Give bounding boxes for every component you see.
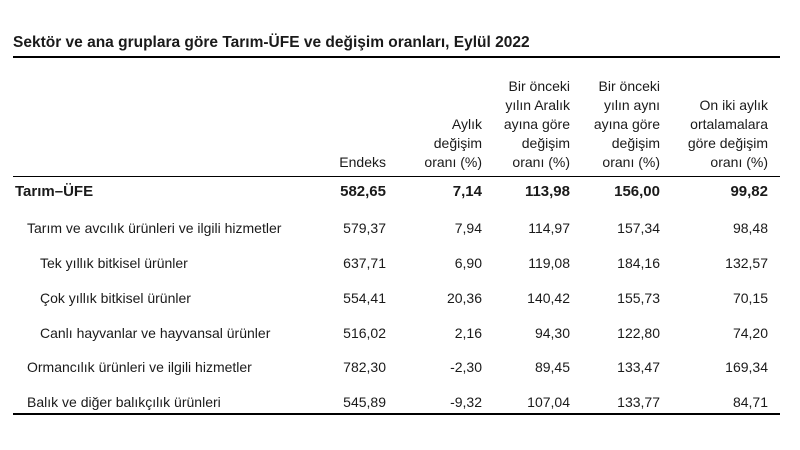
column-header-on-iki-aylik: On iki aylık ortalamalara göre değişim o… [664, 60, 768, 172]
cell-endeks: 782,30 [343, 359, 386, 375]
header-line: değişim [433, 135, 482, 151]
header-line: Bir önceki [598, 78, 660, 94]
cell-endeks: 637,71 [343, 255, 386, 271]
table-row: Tarım ve avcılık ürünleri ve ilgili hizm… [13, 217, 780, 241]
cell-aralik: 89,45 [534, 359, 570, 375]
cell-aralik: 119,08 [528, 255, 570, 271]
cell-on-iki-aylik: 84,71 [732, 394, 768, 410]
cell-aralik: 113,98 [524, 183, 570, 200]
cell-ayni-ay: 184,16 [617, 255, 660, 271]
cell-endeks: 582,65 [340, 183, 386, 200]
header-line: ayına göre [593, 116, 660, 132]
cell-aylik: 2,16 [454, 325, 482, 341]
table-row: Ormancılık ürünleri ve ilgili hizmetler … [13, 356, 780, 380]
header-line: yılın Aralık [505, 97, 570, 113]
header-line: değişim [521, 135, 570, 151]
cell-ayni-ay: 157,34 [617, 220, 660, 236]
cell-ayni-ay: 155,73 [617, 290, 660, 306]
header-rule [13, 176, 780, 177]
header-line: oranı (%) [512, 154, 570, 170]
column-header-endeks: Endeks [300, 60, 386, 172]
cell-endeks: 579,37 [343, 220, 386, 236]
top-rule [13, 56, 780, 58]
cell-aylik: 6,90 [454, 255, 482, 271]
header-line: oranı (%) [424, 154, 482, 170]
header-line: On iki aylık [699, 97, 768, 113]
row-label: Tarım–ÜFE [15, 183, 94, 200]
cell-aylik: -9,32 [450, 394, 482, 410]
table-row: Canlı hayvanlar ve hayvansal ürünler 516… [13, 322, 780, 346]
header-line: ortalamalara [690, 116, 768, 132]
row-label: Canlı hayvanlar ve hayvansal ürünler [40, 325, 271, 341]
table-row-total: Tarım–ÜFE 582,65 7,14 113,98 156,00 99,8… [13, 180, 780, 204]
header-line: ayına göre [503, 116, 570, 132]
column-header-aralik: Bir önceki yılın Aralık ayına göre değiş… [486, 60, 570, 172]
cell-ayni-ay: 156,00 [614, 183, 660, 200]
header-line: Endeks [339, 154, 386, 170]
cell-on-iki-aylik: 99,82 [730, 183, 768, 200]
cell-ayni-ay: 133,77 [617, 394, 660, 410]
cell-aylik: 7,94 [454, 220, 482, 236]
cell-on-iki-aylik: 132,57 [725, 255, 768, 271]
header-line: oranı (%) [710, 154, 768, 170]
cell-on-iki-aylik: 74,20 [732, 325, 768, 341]
cell-endeks: 516,02 [343, 325, 386, 341]
cell-aralik: 107,04 [527, 394, 570, 410]
header-line: değişim [611, 135, 660, 151]
header-line: göre değişim [687, 135, 768, 151]
cell-aylik: 20,36 [446, 290, 482, 306]
row-label: Balık ve diğer balıkçılık ürünleri [27, 394, 221, 410]
header-line: Bir önceki [508, 78, 570, 94]
cell-aylik: -2,30 [450, 359, 482, 375]
cell-ayni-ay: 122,80 [617, 325, 660, 341]
row-label: Ormancılık ürünleri ve ilgili hizmetler [27, 359, 252, 375]
cell-on-iki-aylik: 98,48 [732, 220, 768, 236]
column-header-aylik: Aylık değişim oranı (%) [400, 60, 482, 172]
row-label: Tarım ve avcılık ürünleri ve ilgili hizm… [27, 220, 282, 236]
column-header-ayni-ay: Bir önceki yılın aynı ayına göre değişim… [580, 60, 660, 172]
table-row: Tek yıllık bitkisel ürünler 637,71 6,90 … [13, 252, 780, 276]
row-label: Tek yıllık bitkisel ürünler [40, 255, 188, 271]
header-line: oranı (%) [602, 154, 660, 170]
cell-endeks: 554,41 [343, 290, 386, 306]
cell-on-iki-aylik: 70,15 [732, 290, 768, 306]
header-line: yılın aynı [603, 97, 660, 113]
bottom-rule [13, 413, 780, 415]
cell-endeks: 545,89 [343, 394, 386, 410]
cell-aylik: 7,14 [452, 183, 482, 200]
cell-aralik: 140,42 [527, 290, 570, 306]
table-title: Sektör ve ana gruplara göre Tarım-ÜFE ve… [13, 34, 530, 51]
row-label: Çok yıllık bitkisel ürünler [40, 290, 191, 306]
header-line: Aylık [451, 116, 482, 132]
cell-aralik: 114,97 [528, 220, 570, 236]
table-row: Balık ve diğer balıkçılık ürünleri 545,8… [13, 391, 780, 415]
cell-aralik: 94,30 [534, 325, 570, 341]
cell-on-iki-aylik: 169,34 [725, 359, 768, 375]
table-row: Çok yıllık bitkisel ürünler 554,41 20,36… [13, 287, 780, 311]
cell-ayni-ay: 133,47 [617, 359, 660, 375]
